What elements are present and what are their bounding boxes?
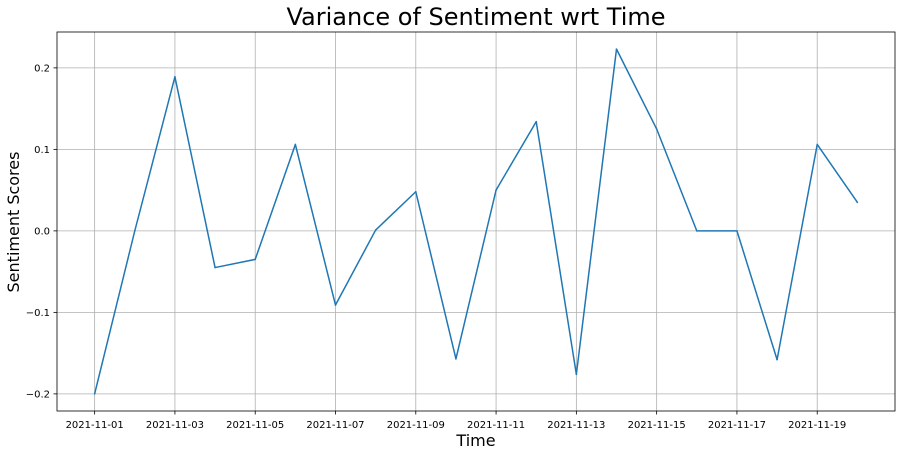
y-tick-label: 0.1 bbox=[34, 145, 50, 156]
x-tick-label: 2021-11-09 bbox=[387, 420, 445, 431]
data-point bbox=[93, 393, 96, 395]
data-point bbox=[695, 230, 698, 232]
x-tick-label: 2021-11-11 bbox=[467, 420, 525, 431]
x-tick-label: 2021-11-19 bbox=[788, 420, 846, 431]
data-point bbox=[856, 201, 859, 204]
data-point bbox=[575, 373, 578, 376]
chart-title: Variance of Sentiment wrt Time bbox=[286, 3, 665, 31]
x-axis-label: Time bbox=[455, 431, 495, 450]
y-tick-label: −0.2 bbox=[26, 389, 50, 400]
data-point bbox=[414, 190, 417, 193]
data-point bbox=[294, 143, 297, 146]
data-point bbox=[334, 304, 337, 306]
data-point bbox=[776, 358, 778, 361]
x-tick-label: 2021-11-15 bbox=[628, 420, 686, 431]
x-tick-label: 2021-11-13 bbox=[547, 420, 605, 431]
x-tick-label: 2021-11-01 bbox=[66, 420, 124, 431]
tick-layer: 2021-11-01 2021-11-03 2021-11-05 2021-11-07… bbox=[26, 63, 847, 431]
x-tick-label: 2021-11-03 bbox=[146, 420, 204, 431]
data-point bbox=[615, 48, 618, 50]
plot-frame bbox=[56, 31, 896, 412]
series-layer bbox=[93, 48, 859, 395]
data-point bbox=[174, 76, 176, 78]
data-point bbox=[133, 230, 136, 232]
grid-layer bbox=[57, 32, 895, 411]
data-point bbox=[214, 266, 216, 269]
x-tick-label: 2021-11-07 bbox=[306, 420, 364, 431]
data-point bbox=[535, 120, 538, 123]
data-point bbox=[374, 229, 377, 231]
data-point bbox=[655, 128, 658, 130]
y-tick-label: −0.1 bbox=[26, 308, 50, 319]
y-tick-label: 0.2 bbox=[34, 63, 50, 74]
y-axis-label: Sentiment Scores bbox=[4, 152, 23, 293]
x-tick-label: 2021-11-05 bbox=[226, 420, 284, 431]
data-point bbox=[495, 189, 497, 191]
data-point bbox=[254, 258, 257, 261]
x-tick-label: 2021-11-17 bbox=[708, 420, 766, 431]
series-line bbox=[93, 48, 858, 395]
y-tick-label: 0.0 bbox=[34, 226, 50, 237]
data-point bbox=[736, 230, 738, 232]
data-point bbox=[816, 143, 819, 146]
data-point bbox=[455, 358, 457, 360]
